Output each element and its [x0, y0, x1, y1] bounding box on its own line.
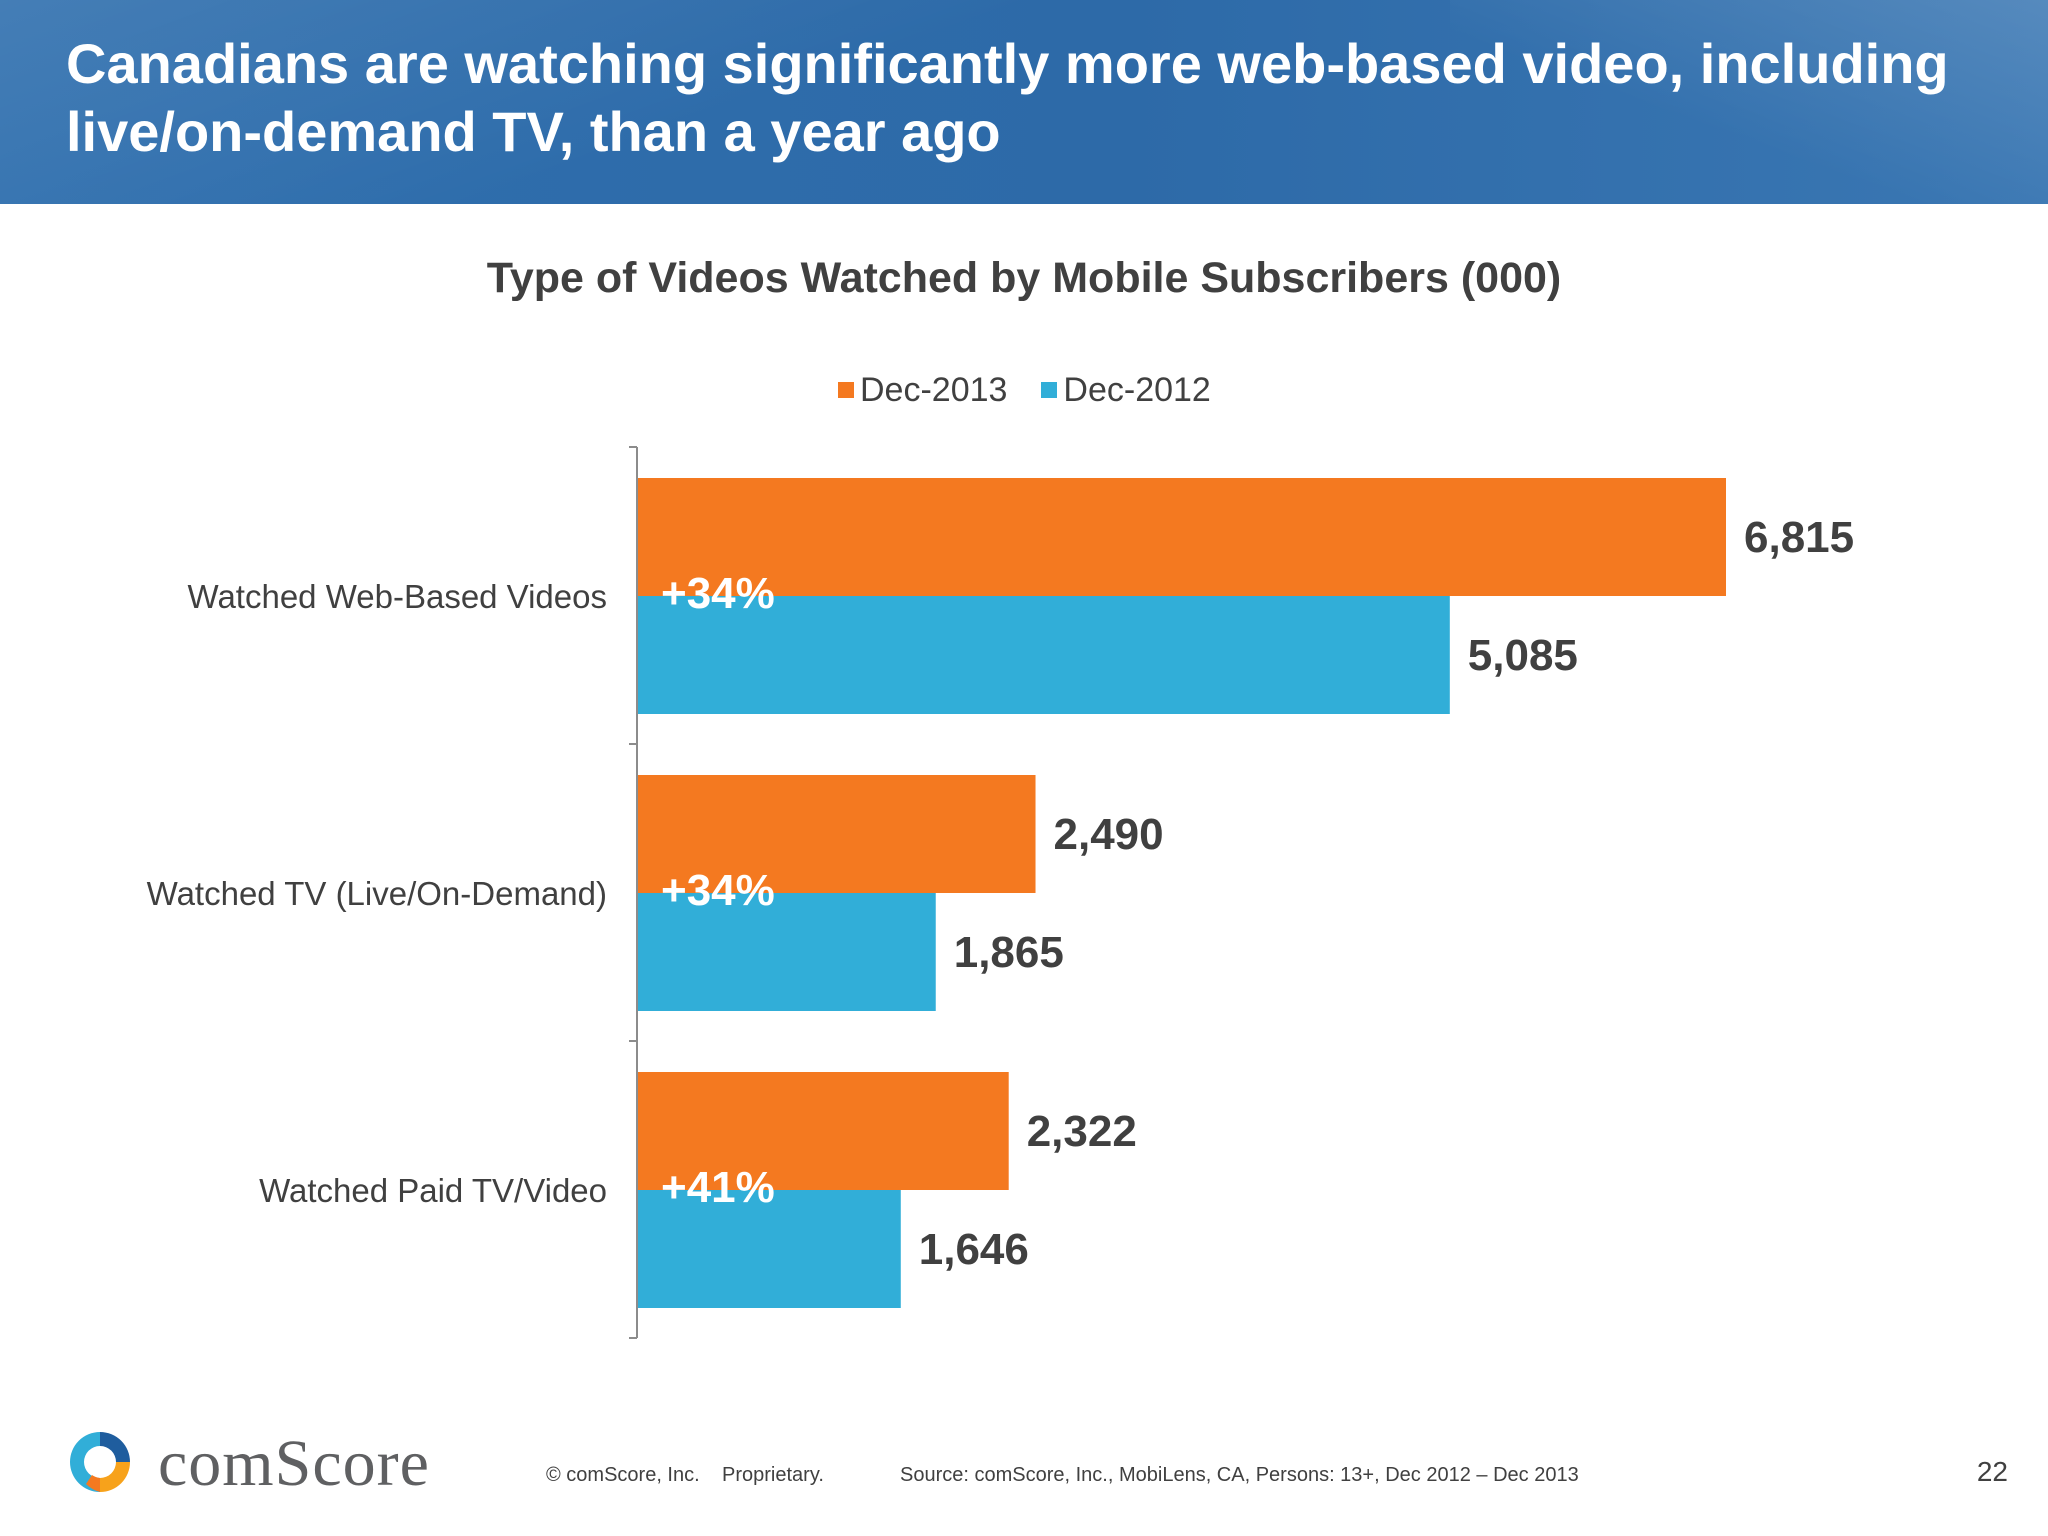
- bar-dec-2012: [638, 1190, 901, 1308]
- growth-annotation: +34%: [661, 866, 775, 915]
- legend-label-dec-2012: Dec-2012: [1063, 370, 1211, 409]
- data-label: 1,865: [954, 928, 1064, 977]
- legend-label-dec-2013: Dec-2013: [860, 370, 1008, 409]
- bar-dec-2013: [638, 1072, 1009, 1190]
- legend-swatch-dec-2012: [1041, 382, 1058, 398]
- data-label: 1,646: [919, 1225, 1029, 1274]
- slide-title: Canadians are watching significantly mor…: [66, 32, 1949, 163]
- comscore-logo-icon: [70, 1432, 130, 1492]
- data-label: 2,322: [1027, 1107, 1137, 1156]
- chart-legend: Dec-2013 Dec-2012: [838, 370, 1245, 410]
- data-label: 6,815: [1744, 513, 1854, 562]
- header-facet: [1450, 0, 2048, 204]
- category-label: Watched Paid TV/Video: [259, 1172, 607, 1209]
- data-label: 2,490: [1054, 810, 1164, 859]
- bar-dec-2013: [638, 775, 1036, 893]
- footer-source: Source: comScore, Inc., MobiLens, CA, Pe…: [900, 1464, 1579, 1486]
- category-label: Watched TV (Live/On-Demand): [147, 875, 607, 912]
- chart-title: Type of Videos Watched by Mobile Subscri…: [486, 254, 1562, 302]
- header-facet: [0, 0, 2048, 204]
- bar-dec-2012: [638, 893, 936, 1011]
- growth-annotation: +34%: [661, 569, 775, 618]
- data-label: 5,085: [1468, 631, 1578, 680]
- footer-brand: comScore: [158, 1427, 430, 1500]
- legend-swatch-dec-2013: [838, 382, 854, 398]
- legend-item-dec-2013: Dec-2013: [838, 371, 1007, 410]
- footer-copyright: © comScore, Inc.: [546, 1464, 700, 1486]
- legend-item-dec-2012: Dec-2012: [1041, 370, 1211, 410]
- header-banner: Canadians are watching significantly mor…: [0, 0, 2048, 204]
- growth-annotation: +41%: [661, 1163, 775, 1212]
- footer-proprietary: Proprietary.: [722, 1464, 824, 1486]
- bar-dec-2013: [638, 478, 1726, 596]
- category-label: Watched Web-Based Videos: [188, 578, 607, 615]
- bar-dec-2012: [638, 596, 1450, 714]
- page-number: 22: [1976, 1456, 2008, 1487]
